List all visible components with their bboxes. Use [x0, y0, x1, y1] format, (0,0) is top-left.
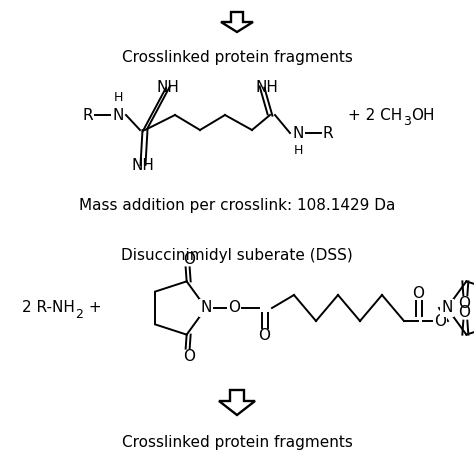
Text: N: N: [292, 126, 304, 140]
Text: H: H: [293, 144, 303, 156]
Text: O: O: [458, 305, 470, 320]
Text: 2 R-NH: 2 R-NH: [22, 301, 75, 316]
Text: Mass addition per crosslink: 108.1429 Da: Mass addition per crosslink: 108.1429 Da: [79, 198, 395, 213]
Text: NH: NH: [156, 80, 180, 94]
Text: NH: NH: [255, 80, 278, 94]
Text: N: N: [201, 301, 212, 316]
Text: R: R: [323, 126, 333, 140]
Text: Crosslinked protein fragments: Crosslinked protein fragments: [121, 435, 353, 450]
Text: Crosslinked protein fragments: Crosslinked protein fragments: [121, 50, 353, 65]
Text: Disuccinimidyl suberate (DSS): Disuccinimidyl suberate (DSS): [121, 248, 353, 263]
Text: O: O: [412, 285, 424, 301]
Text: O: O: [458, 296, 470, 311]
Text: H: H: [113, 91, 123, 103]
Text: O: O: [258, 328, 270, 344]
Text: N: N: [112, 108, 124, 122]
Text: R: R: [82, 108, 93, 122]
Text: 3: 3: [403, 115, 411, 128]
Text: O: O: [434, 313, 446, 328]
Text: NH: NH: [132, 157, 155, 173]
Text: + 2 CH: + 2 CH: [348, 108, 402, 122]
Text: 2: 2: [75, 309, 83, 321]
Text: OH: OH: [411, 108, 435, 122]
Text: +: +: [84, 301, 101, 316]
Text: O: O: [182, 349, 195, 364]
Text: O: O: [182, 252, 195, 267]
Polygon shape: [219, 390, 255, 415]
Polygon shape: [221, 12, 253, 32]
Text: N: N: [441, 301, 453, 316]
Text: O: O: [228, 301, 240, 316]
